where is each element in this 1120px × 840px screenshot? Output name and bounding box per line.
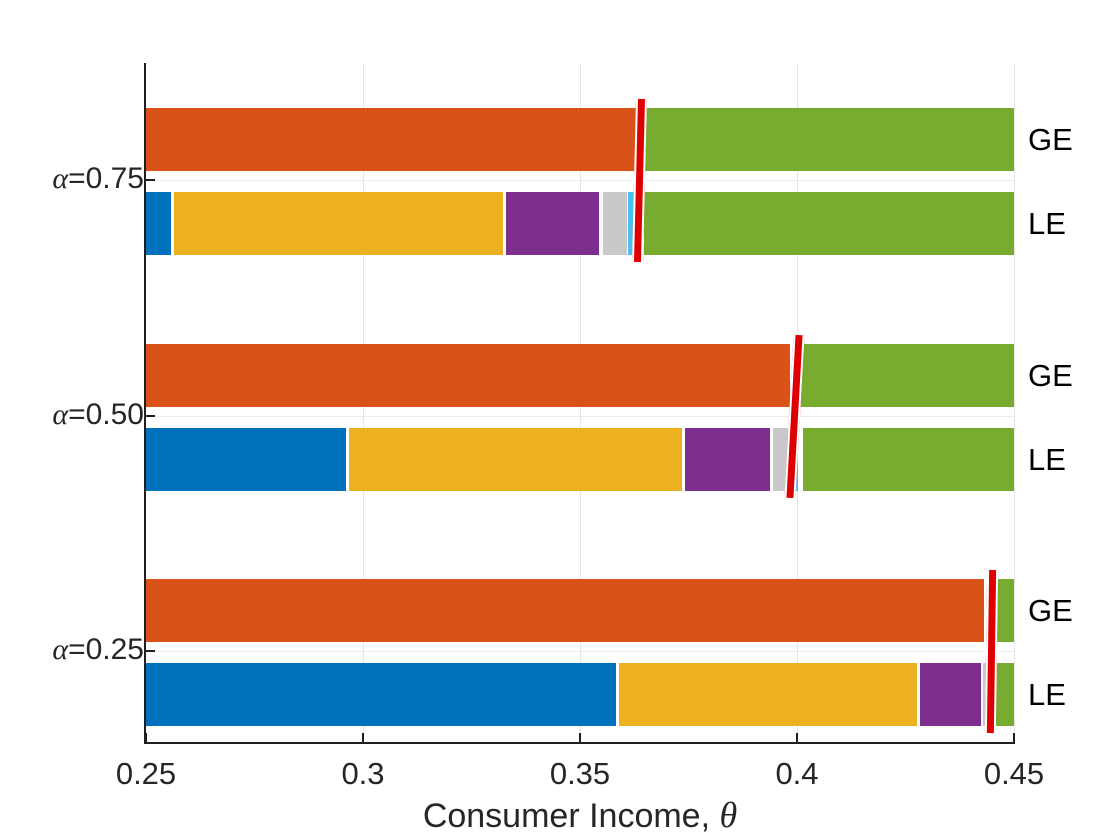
alpha-symbol: α	[52, 398, 69, 431]
bar-segment-le-yellow	[618, 663, 917, 726]
bar-segment-ge-green	[644, 108, 1014, 171]
theta-symbol: θ	[719, 795, 738, 835]
bar-segment-le-yellow	[348, 428, 682, 491]
group-label-value: =0.75	[68, 162, 144, 195]
x-tick-label: 0.25	[115, 756, 177, 791]
bar-segment-le-yellow	[174, 192, 503, 255]
x-axis-label-text: Consumer Income,	[422, 797, 720, 835]
x-axis-tick	[796, 733, 798, 742]
group-label: α=0.25	[14, 633, 144, 667]
bar-segment-le-purple	[685, 428, 771, 491]
bar-segment-le-green	[995, 663, 1014, 726]
bar-segment-ge-orange	[146, 579, 985, 642]
alpha-symbol: α	[52, 633, 69, 666]
x-axis-tick	[579, 733, 581, 742]
y-axis-tick	[146, 179, 155, 181]
bar-segment-le-blue	[146, 663, 617, 726]
bar-segment-le-lightblue	[628, 192, 636, 255]
bar-segment-le-blue	[146, 192, 172, 255]
bar-segment-le-gray	[772, 428, 788, 491]
x-tick-label: 0.4	[775, 756, 819, 791]
group-label: α=0.50	[14, 398, 144, 432]
y-axis-line	[144, 63, 146, 744]
x-axis-tick	[362, 733, 364, 742]
bar-segment-le-blue	[146, 428, 347, 491]
bar-segment-ge-green	[800, 344, 1014, 407]
bar-side-label-ge: GE	[1028, 121, 1073, 157]
bar-segment-le-gray	[603, 192, 627, 255]
bar-side-label-le: LE	[1028, 205, 1066, 241]
x-axis-tick	[1013, 733, 1015, 742]
bar-side-label-le: LE	[1028, 676, 1066, 712]
x-tick-label: 0.45	[983, 756, 1045, 791]
bar-side-label-ge: GE	[1028, 592, 1073, 628]
gridline-horizontal	[146, 415, 1014, 417]
group-label-value: =0.50	[68, 398, 144, 431]
x-axis-line	[144, 742, 1015, 744]
x-tick-label: 0.35	[549, 756, 611, 791]
red-marker-line	[984, 569, 999, 734]
gridline-horizontal	[146, 179, 1014, 181]
bar-segment-le-green	[802, 428, 1014, 491]
x-tick-label: 0.3	[341, 756, 385, 791]
gridline-horizontal	[146, 650, 1014, 652]
bar-side-label-ge: GE	[1028, 357, 1073, 393]
y-axis-tick	[146, 415, 155, 417]
bar-segment-le-green	[644, 192, 1014, 255]
x-axis-label: Consumer Income, θ	[146, 794, 1014, 836]
group-label-value: =0.25	[68, 633, 144, 666]
x-axis-tick	[145, 733, 147, 742]
gridline-vertical	[1013, 63, 1015, 742]
alpha-symbol: α	[52, 162, 69, 195]
bar-side-label-le: LE	[1028, 441, 1066, 477]
bar-segment-le-purple	[505, 192, 599, 255]
y-axis-tick	[146, 650, 155, 652]
bar-segment-ge-green	[995, 579, 1014, 642]
bar-segment-ge-orange	[146, 108, 636, 171]
bar-segment-ge-orange	[146, 344, 791, 407]
group-label: α=0.75	[14, 162, 144, 196]
bar-segment-le-purple	[919, 663, 981, 726]
